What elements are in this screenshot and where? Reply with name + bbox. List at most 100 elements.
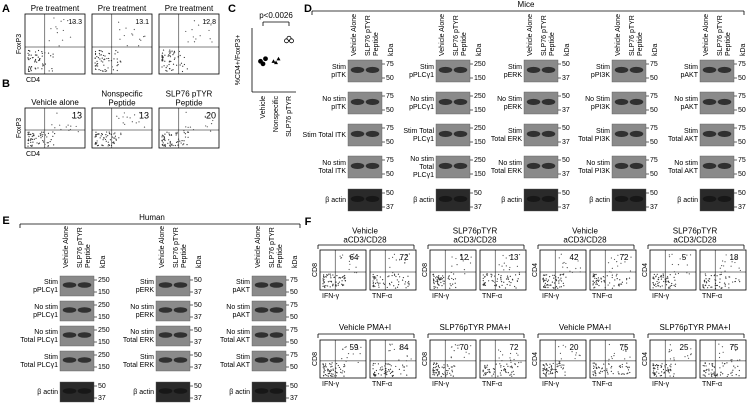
row-label: No stim bbox=[322, 96, 346, 103]
event-dot bbox=[500, 374, 502, 376]
event-dot bbox=[486, 364, 488, 366]
event-dot bbox=[574, 357, 576, 360]
kda-marker: 37 bbox=[194, 339, 202, 346]
event-dot bbox=[545, 278, 547, 280]
event-dot bbox=[661, 363, 663, 365]
event-dot bbox=[689, 254, 692, 256]
event-dot bbox=[500, 366, 502, 368]
event-dot bbox=[209, 130, 212, 132]
event-dot bbox=[503, 262, 505, 264]
flow-plot bbox=[589, 339, 637, 379]
event-dot bbox=[544, 373, 546, 375]
event-dot bbox=[30, 141, 32, 144]
event-dot bbox=[393, 253, 396, 255]
event-dot bbox=[544, 369, 547, 371]
event-dot bbox=[438, 371, 440, 374]
event-dot bbox=[735, 349, 737, 352]
event-dot bbox=[50, 139, 52, 141]
event-dot bbox=[520, 361, 522, 363]
event-dot bbox=[180, 142, 182, 144]
flow-plot bbox=[369, 249, 417, 291]
event-dot bbox=[594, 366, 596, 368]
event-dot bbox=[708, 363, 711, 365]
event-dot bbox=[503, 269, 505, 271]
event-dot bbox=[402, 364, 404, 366]
gate-value: 72 bbox=[510, 343, 519, 352]
event-dot bbox=[620, 373, 623, 375]
event-dot bbox=[614, 279, 616, 281]
event-dot bbox=[728, 287, 730, 289]
event-dot bbox=[592, 273, 594, 275]
event-dot bbox=[493, 371, 495, 373]
event-dot bbox=[335, 284, 337, 286]
event-dot bbox=[544, 366, 546, 368]
event-dot bbox=[166, 70, 168, 72]
blot-band bbox=[717, 66, 732, 73]
group-title: SLP76pTYR bbox=[673, 227, 718, 236]
event-dot bbox=[657, 283, 659, 285]
event-dot bbox=[440, 278, 442, 280]
event-dot bbox=[654, 372, 656, 374]
event-dot bbox=[348, 260, 351, 262]
blot-band bbox=[173, 282, 188, 288]
blot-band bbox=[629, 98, 644, 105]
event-dot bbox=[406, 355, 408, 357]
event-dot bbox=[560, 253, 562, 255]
blot-strip bbox=[347, 123, 383, 147]
event-dot bbox=[708, 370, 710, 372]
event-dot bbox=[665, 363, 667, 366]
event-dot bbox=[713, 372, 715, 375]
event-dot bbox=[492, 368, 495, 370]
event-dot bbox=[323, 370, 325, 372]
event-dot bbox=[443, 367, 445, 369]
blot-strip bbox=[435, 123, 471, 147]
event-dot bbox=[406, 365, 408, 367]
event-dot bbox=[211, 41, 213, 43]
event-dot bbox=[101, 57, 103, 59]
event-dot bbox=[344, 280, 347, 282]
event-dot bbox=[653, 368, 655, 370]
event-dot bbox=[372, 285, 374, 287]
row-label: No stim bbox=[586, 160, 610, 167]
blot-band bbox=[365, 66, 380, 73]
event-dot bbox=[433, 279, 435, 281]
axis-label: TNF-α bbox=[482, 381, 502, 388]
event-dot bbox=[343, 366, 345, 368]
event-dot bbox=[543, 286, 545, 288]
row-label: PLCγ1 bbox=[413, 136, 434, 143]
event-dot bbox=[401, 279, 404, 281]
axis-label: TNF-α bbox=[372, 381, 392, 388]
blot-strip bbox=[251, 300, 287, 322]
event-dot bbox=[674, 283, 677, 285]
event-dot bbox=[28, 66, 30, 68]
event-dot bbox=[441, 366, 443, 368]
event-dot bbox=[597, 366, 600, 368]
group-title: Vehicle PMA+I bbox=[339, 323, 391, 332]
kda-marker: 75 bbox=[738, 93, 746, 100]
event-dot bbox=[372, 284, 375, 286]
event-dot bbox=[407, 282, 409, 284]
row-label: β actin bbox=[37, 389, 58, 396]
event-dot bbox=[657, 364, 660, 367]
event-dot bbox=[721, 346, 724, 348]
blot-band bbox=[269, 282, 284, 288]
blot-strip bbox=[699, 123, 735, 147]
plot-title: Pre treatment bbox=[31, 4, 80, 13]
event-dot bbox=[655, 276, 657, 278]
row-label: Stim bbox=[140, 354, 154, 361]
flow-plot bbox=[91, 107, 153, 149]
event-dot bbox=[386, 371, 388, 373]
event-dot bbox=[27, 58, 29, 60]
event-dot bbox=[100, 54, 102, 56]
event-dot bbox=[595, 283, 597, 285]
event-dot bbox=[164, 139, 166, 142]
axis-label: TNF-α bbox=[702, 293, 722, 300]
event-dot bbox=[652, 287, 654, 289]
event-dot bbox=[386, 363, 388, 365]
event-dot bbox=[704, 374, 706, 376]
axis-label: CD4 bbox=[642, 352, 649, 366]
event-dot bbox=[563, 261, 565, 264]
kda-marker: 75 bbox=[386, 157, 394, 164]
event-dot bbox=[711, 369, 713, 371]
event-dot bbox=[372, 273, 374, 276]
